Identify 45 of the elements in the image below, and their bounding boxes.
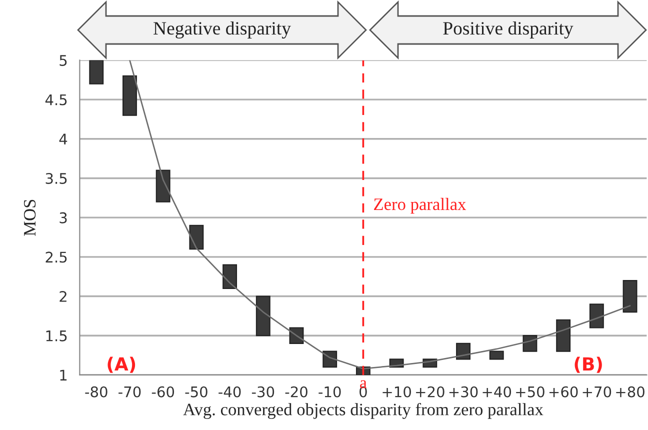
x-tick-label: +30: [449, 386, 478, 398]
y-tick-label: 2.5: [46, 252, 67, 263]
text: a: [360, 380, 367, 388]
text: Positive disparity: [443, 21, 574, 39]
y-tick-label: 4.5: [45, 94, 67, 106]
annotation: (B): [574, 356, 602, 373]
y-tick-label: 1: [60, 370, 67, 380]
text: Negative disparity: [154, 21, 291, 39]
x-tick-label: +20: [416, 386, 444, 398]
bar: [489, 350, 504, 360]
x-tick-label: -60: [152, 386, 174, 398]
bar: [256, 296, 270, 336]
y-tick-label: 4: [59, 134, 68, 144]
y-tick-label: 3.5: [46, 172, 67, 184]
x-tick-label: +60: [549, 386, 578, 398]
x-tick-label: +40: [482, 386, 512, 398]
bar: [522, 335, 538, 352]
x-tick-label: +10: [382, 386, 411, 398]
x-tick-label: -30: [252, 386, 274, 398]
x-tick-label: -20: [285, 386, 308, 398]
x-tick-label: -10: [318, 386, 341, 398]
x-tick-label: +80: [616, 386, 644, 398]
y-axis-title: MOS: [24, 200, 36, 236]
x-tick-label: +50: [516, 386, 544, 398]
ref-line-label: Zero parallax: [374, 198, 466, 214]
y-tick-label: 5: [60, 55, 67, 66]
x-tick-label: -40: [218, 386, 241, 398]
bar: [622, 280, 638, 313]
bar: [456, 342, 470, 360]
x-tick-label: +70: [582, 386, 612, 398]
annotation: (A): [108, 356, 136, 373]
bar: [589, 304, 604, 328]
y-tick-label: 2: [60, 290, 66, 302]
x-tick-label: -70: [118, 386, 141, 398]
x-tick-label: -80: [85, 386, 108, 398]
bar: [89, 60, 104, 84]
bar: [156, 170, 170, 202]
bar: [556, 319, 571, 352]
bar: [222, 264, 238, 289]
x-axis-title: Avg. converged objects disparity from zero parallax: [183, 402, 544, 419]
bar: [189, 224, 204, 250]
bar: [122, 75, 137, 116]
x-tick-label: -50: [185, 386, 208, 398]
y-tick-label: 1.5: [46, 330, 67, 342]
y-tick-label: 3: [60, 212, 67, 224]
